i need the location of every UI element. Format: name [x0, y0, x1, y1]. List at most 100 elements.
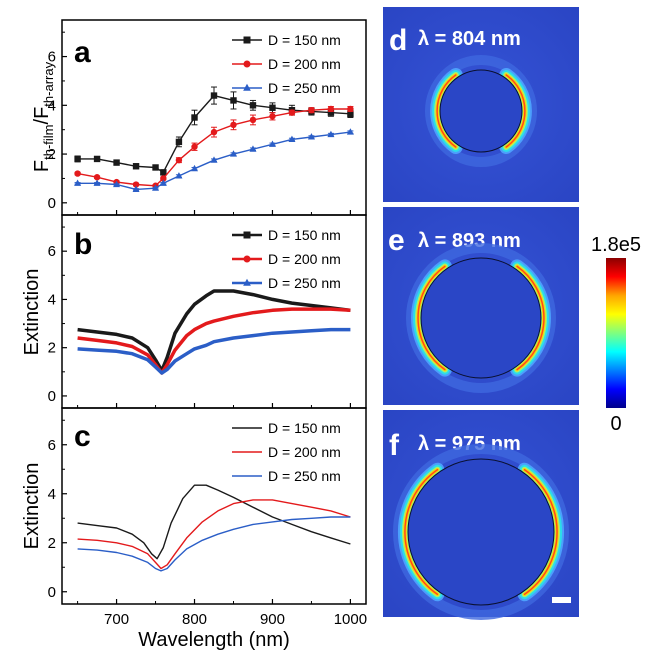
panel-a: a Fth-film/Fth-array 0 2 4 6 D = 150 nmD = … — [31, 19, 367, 216]
y-tick-label: 4 — [48, 291, 56, 308]
colorbar-max-label: 1.8e5 — [591, 234, 641, 256]
panel-b-legend: D = 150 nm D = 200 nm D = 250 nm — [232, 227, 341, 291]
field-map-d-hotspots — [425, 55, 537, 167]
field-map-d-letter: d — [389, 24, 407, 57]
marker-square — [327, 109, 335, 116]
panel-a-legend: D = 150 nm D = 200 nm D = 250 nm — [232, 32, 341, 96]
marker-square — [243, 36, 251, 44]
x-tick-label: 800 — [182, 611, 207, 628]
marker-square — [230, 97, 237, 104]
panel-b-frame — [61, 214, 367, 409]
marker-triangle — [190, 164, 199, 172]
y-tick-label: 4 — [48, 97, 56, 114]
marker-circle — [191, 143, 198, 150]
particle-outline — [439, 69, 523, 153]
panel-c-ylabel: Extinction — [21, 463, 43, 550]
marker-circle — [269, 113, 276, 120]
field-map-f-hotspots — [393, 444, 569, 620]
marker-circle — [74, 170, 81, 177]
panel-c-xticks: 700 800 900 1000 — [77, 599, 367, 628]
colorbar-gradient — [606, 258, 626, 408]
marker-triangle — [229, 150, 238, 157]
marker-circle — [308, 106, 315, 114]
marker-triangle — [132, 185, 140, 192]
series-line-2 — [77, 307, 351, 375]
field-hotspot — [523, 468, 558, 596]
marker-triangle — [243, 83, 251, 91]
panel-a-yticks: 0 2 4 6 — [48, 31, 352, 215]
series-line-3 — [77, 516, 351, 572]
series-line-1 — [77, 289, 351, 373]
svg-text:Fth-film/Fth-array: Fth-film/Fth-array — [31, 61, 56, 172]
marker-triangle — [346, 128, 354, 135]
y-tick-label: 0 — [48, 195, 56, 212]
panel-c-letter: c — [74, 420, 91, 453]
field-halo — [406, 243, 556, 393]
marker-circle — [347, 105, 354, 113]
panel-a-ylabel-mid: /F — [31, 107, 53, 125]
legend-label: D = 200 nm — [268, 444, 341, 460]
marker-triangle — [93, 179, 101, 186]
field-hotspot — [417, 265, 446, 371]
field-map-d-label: λ = 804 nm — [418, 28, 521, 50]
marker-square — [269, 104, 276, 111]
field-map-e-hotspots — [406, 243, 556, 393]
marker-circle — [175, 156, 183, 164]
panel-a-ylabel-sub2: th-array — [41, 61, 56, 106]
legend-label: D = 150 nm — [268, 227, 341, 243]
marker-circle — [288, 109, 296, 116]
marker-triangle — [268, 140, 276, 147]
marker-square — [347, 110, 354, 118]
panel-c-legend: D = 150 nm D = 200 nm D = 250 nm — [232, 420, 341, 484]
series-line-1 — [77, 484, 351, 560]
marker-triangle — [175, 172, 183, 179]
marker-circle — [327, 105, 335, 113]
marker-triangle — [307, 133, 315, 140]
y-tick-label: 0 — [48, 584, 56, 601]
particle-outline — [420, 257, 542, 379]
x-tick-label: 700 — [104, 611, 129, 628]
panel-a-letter: a — [74, 36, 91, 69]
marker-square — [175, 138, 183, 146]
marker-square — [249, 102, 257, 109]
series-line-3 — [77, 131, 351, 191]
field-halo — [425, 55, 537, 167]
marker-square — [93, 155, 101, 163]
marker-circle — [210, 128, 218, 136]
y-tick-label: 6 — [48, 243, 56, 260]
scale-bar — [552, 597, 571, 603]
colorbar-min-label: 0 — [610, 413, 621, 435]
field-hotspot — [436, 74, 457, 148]
y-tick-label: 4 — [48, 486, 56, 503]
field-hotspot — [505, 74, 526, 148]
field-map-e-letter: e — [388, 224, 405, 257]
y-tick-label: 6 — [48, 49, 56, 66]
panel-b-letter: b — [74, 228, 92, 261]
marker-triangle — [74, 179, 82, 186]
legend-label: D = 200 nm — [268, 56, 341, 72]
series-line-2 — [77, 499, 351, 570]
marker-triangle — [152, 184, 160, 191]
panel-c-yticks: 0 2 4 6 — [48, 419, 67, 601]
legend-label: D = 250 nm — [268, 275, 341, 291]
marker-circle — [132, 181, 140, 188]
marker-square — [243, 231, 251, 239]
panel-a-frame — [61, 19, 367, 216]
x-axis-label: Wavelength (nm) — [138, 629, 290, 651]
marker-triangle — [288, 135, 296, 142]
field-map-d: d λ = 804 nm — [383, 7, 579, 202]
legend-label: D = 250 nm — [268, 468, 341, 484]
series-line-2 — [77, 108, 351, 187]
panel-c-series — [77, 484, 351, 572]
panel-b-ylabel: Extinction — [21, 269, 43, 356]
marker-square — [74, 155, 81, 163]
panel-a-ylabel-sub1: th-film — [41, 124, 56, 159]
marker-circle — [160, 175, 167, 182]
y-tick-label: 2 — [48, 146, 56, 163]
field-map-f-letter: f — [389, 429, 400, 462]
y-tick-label: 0 — [48, 388, 56, 405]
marker-circle — [243, 60, 251, 68]
panel-c: c Extinction 0 2 4 6 700 800 900 1000 D = 150 … — [21, 407, 367, 651]
panel-b-series — [77, 289, 351, 375]
